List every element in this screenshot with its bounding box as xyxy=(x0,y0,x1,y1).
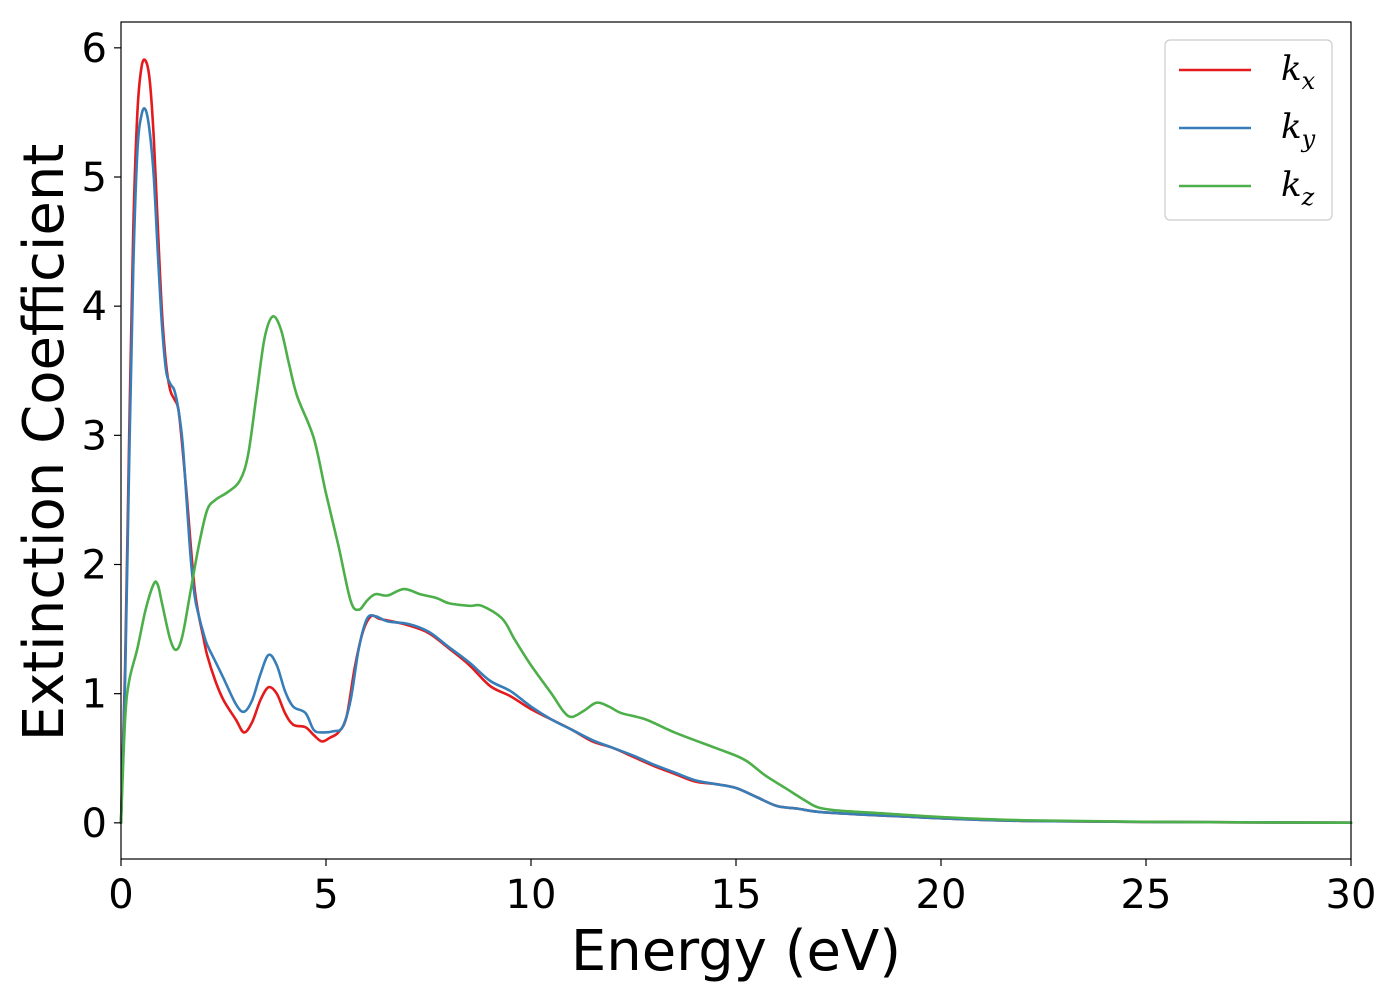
y-tick-label: 1 xyxy=(82,672,107,718)
x-tick-label: 15 xyxy=(711,872,762,918)
x-axis: 0 5 10 15 20 25 30 xyxy=(108,859,1376,918)
series-line-k-z xyxy=(119,315,1353,825)
x-tick-label: 5 xyxy=(313,872,338,918)
series-group xyxy=(119,58,1353,825)
y-tick-label: 2 xyxy=(82,543,107,589)
legend: kx ky kz xyxy=(1164,39,1333,221)
legend-item: kz xyxy=(1179,165,1315,211)
y-tick-label: 4 xyxy=(82,284,107,330)
y-axis-label: Extinction Coefficient xyxy=(12,144,77,742)
legend-label: ky xyxy=(1281,107,1316,153)
y-tick-label: 3 xyxy=(82,413,107,459)
legend-label: kx xyxy=(1281,49,1316,95)
x-tick-label: 25 xyxy=(1121,872,1172,918)
legend-item: kx xyxy=(1179,49,1316,95)
legend-label: kz xyxy=(1281,165,1315,211)
x-tick-label: 10 xyxy=(506,872,557,918)
x-axis-label: Energy (eV) xyxy=(571,919,901,984)
x-tick-label: 0 xyxy=(108,872,133,918)
y-tick-label: 6 xyxy=(82,26,107,72)
legend-item: ky xyxy=(1179,107,1316,153)
x-tick-label: 30 xyxy=(1326,872,1377,918)
y-axis: 0 1 2 3 4 5 6 xyxy=(82,26,121,847)
series-line-k-y xyxy=(119,107,1353,825)
y-tick-label: 5 xyxy=(82,155,107,201)
y-tick-label: 0 xyxy=(82,801,107,847)
x-tick-label: 20 xyxy=(916,872,967,918)
legend-box xyxy=(1164,39,1333,221)
